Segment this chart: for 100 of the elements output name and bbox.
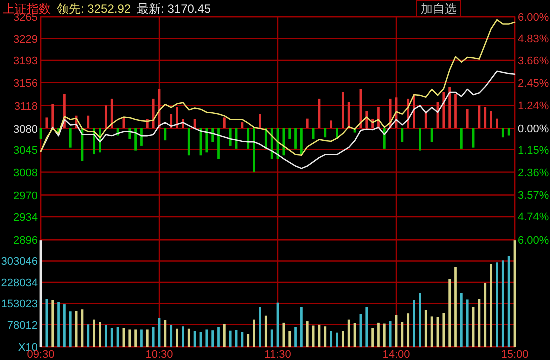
bar (401, 128, 404, 142)
bar (401, 322, 404, 347)
bar (218, 128, 220, 160)
y2-tick-label: 3.66% (518, 55, 550, 68)
y2-tick-label: 4.83% (518, 34, 550, 46)
y-tick-label: 2934 (14, 212, 38, 224)
bar (366, 307, 368, 347)
x-tick-label: 11:30 (264, 349, 292, 360)
bar (87, 324, 90, 347)
bar (188, 128, 190, 156)
bar (152, 327, 155, 347)
bar (58, 302, 60, 347)
bar (413, 300, 416, 347)
bar (508, 256, 510, 347)
bar (212, 330, 214, 347)
y2-tick-label: 3.57% (518, 190, 550, 202)
bar (342, 331, 344, 347)
y-tick-label: 153023 (1, 298, 38, 311)
bar (294, 128, 297, 149)
y2-tick-label: 0.00% (518, 124, 550, 136)
x-tick-label: 10:30 (146, 349, 174, 360)
y-tick-label: 3193 (14, 56, 38, 68)
bar (342, 92, 344, 128)
x-tick-label: 15:00 (501, 349, 529, 360)
bar (247, 128, 250, 149)
bar (484, 283, 487, 347)
bar (389, 322, 392, 347)
bar (104, 106, 108, 128)
bar (182, 326, 184, 347)
bar (383, 324, 386, 347)
bar (300, 307, 303, 347)
y2-tick-label: 6.00% (518, 12, 550, 24)
bar (52, 104, 54, 128)
bar (454, 94, 457, 128)
bar (134, 330, 137, 347)
bar (259, 114, 262, 128)
bar (490, 111, 492, 128)
bar (69, 312, 72, 347)
line-series (40, 70, 516, 170)
y-tick-label: 303046 (1, 256, 38, 268)
bar (64, 304, 66, 347)
y2-tick-label: 2.36% (518, 167, 550, 180)
bar (223, 324, 226, 347)
bar (206, 330, 208, 347)
bar (164, 128, 167, 141)
bar (46, 299, 48, 347)
bar (448, 87, 452, 128)
y2-tick-label: 1.15% (518, 144, 550, 157)
line-series (40, 19, 516, 156)
y-tick-label: 2970 (14, 190, 38, 202)
bar (46, 118, 48, 128)
y-tick-label: 3045 (14, 144, 38, 157)
bar (247, 334, 250, 347)
y2-tick-label: 2.45% (518, 78, 550, 90)
bar (87, 116, 90, 128)
bar (282, 128, 286, 156)
bar (330, 331, 333, 347)
text: 领先: 3252.92 (57, 2, 132, 16)
bar (218, 327, 220, 347)
bar (229, 330, 232, 347)
bar (270, 128, 274, 160)
bar (306, 118, 309, 128)
y2-tick-label: 6.00% (518, 235, 550, 247)
bar (134, 128, 137, 151)
bar (324, 326, 327, 347)
bar (466, 109, 469, 128)
bar (442, 92, 446, 128)
bar (146, 330, 149, 347)
bar (324, 128, 327, 138)
bar (454, 267, 457, 347)
bar (104, 325, 108, 347)
bar (206, 128, 208, 153)
bar (496, 262, 498, 347)
bar (259, 307, 262, 347)
bar (466, 300, 469, 347)
bar (212, 128, 214, 142)
bar (348, 102, 350, 128)
bar (419, 128, 422, 151)
bar (330, 120, 333, 128)
bar (110, 98, 114, 128)
bar (294, 327, 297, 347)
bar (110, 328, 114, 347)
text: 最新: 3170.45 (137, 2, 212, 16)
bar (448, 279, 452, 347)
bar (229, 128, 232, 146)
bar (99, 322, 102, 347)
bar (140, 128, 143, 146)
bar (502, 128, 504, 138)
bar (164, 320, 167, 347)
bar (69, 128, 72, 148)
bar (419, 293, 422, 347)
bar (424, 310, 428, 347)
bar (288, 128, 292, 140)
bar (264, 316, 268, 347)
bar (378, 322, 380, 347)
bar (484, 107, 487, 128)
bar (176, 107, 178, 128)
y-tick-label: 3118 (14, 100, 38, 113)
y-tick-label: 3008 (14, 167, 38, 180)
bar (490, 264, 492, 347)
